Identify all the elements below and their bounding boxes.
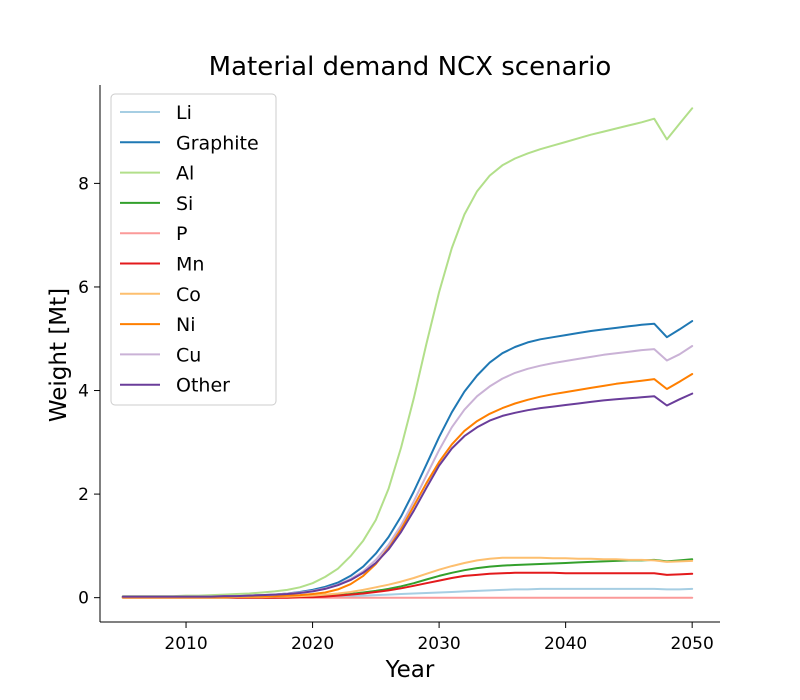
legend-label-p: P xyxy=(176,223,187,245)
y-tick-label: 8 xyxy=(78,174,89,194)
x-tick-label: 2030 xyxy=(417,634,460,654)
x-tick-label: 2050 xyxy=(671,634,714,654)
series-line-al xyxy=(121,107,694,598)
series-line-other xyxy=(121,392,694,598)
legend-label-cu: Cu xyxy=(176,344,201,366)
plot-area xyxy=(121,107,694,599)
y-tick-label: 6 xyxy=(78,278,89,298)
x-tick-label: 2040 xyxy=(544,634,587,654)
y-tick-label: 2 xyxy=(78,485,89,505)
y-tick-label: 0 xyxy=(78,589,89,609)
series-line-si xyxy=(121,558,694,599)
axes: 2010 2020 2030 2040 2050 0 2 4 6 8 xyxy=(78,85,720,654)
legend-label-si: Si xyxy=(176,193,193,215)
series-line-ni xyxy=(121,373,694,599)
legend-label-mn: Mn xyxy=(176,254,204,276)
legend-label-other: Other xyxy=(176,375,230,397)
x-tick-label: 2010 xyxy=(164,634,207,654)
y-tick-label: 4 xyxy=(78,382,89,402)
legend-label-graphite: Graphite xyxy=(176,132,259,154)
legend-label-al: Al xyxy=(176,163,194,185)
legend: Li Graphite Al Si P Mn Co Ni Cu Other xyxy=(110,93,277,406)
chart-title: Material demand NCX scenario xyxy=(209,52,612,82)
x-axis-label: Year xyxy=(385,657,435,683)
legend-label-co: Co xyxy=(176,284,201,306)
x-tick-label: 2020 xyxy=(291,634,334,654)
series-line-co xyxy=(121,556,694,599)
legend-label-li: Li xyxy=(176,102,192,124)
legend-label-ni: Ni xyxy=(176,314,196,336)
y-axis-label: Weight [Mt] xyxy=(46,288,72,422)
